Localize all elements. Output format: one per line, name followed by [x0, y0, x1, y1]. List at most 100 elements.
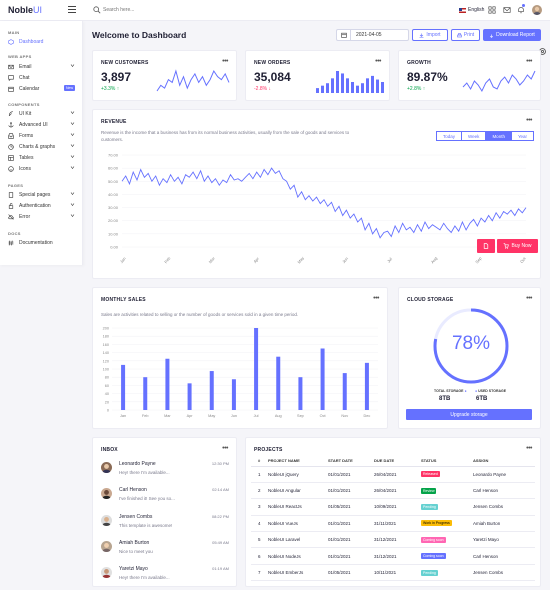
us-flag-icon: [459, 7, 466, 13]
tab-today[interactable]: Today: [436, 131, 463, 141]
sidebar-item-label: Tables: [19, 154, 34, 161]
download-report-button[interactable]: Download Report: [483, 29, 541, 41]
more-horizontal-icon[interactable]: •••: [222, 58, 228, 65]
menu-toggle-icon[interactable]: [68, 6, 76, 14]
sidebar-item-tables[interactable]: Tables: [8, 153, 78, 162]
x-tick-label: May: [296, 256, 305, 265]
cell-assignee: Jensen Combs: [473, 564, 535, 582]
new-badge: New: [63, 85, 75, 91]
revenue-print-button[interactable]: [477, 239, 495, 253]
cell-status: Review: [421, 482, 473, 500]
x-tick-label: Mar: [208, 255, 217, 264]
inbox-message[interactable]: Yaretzi Mayo Hey! there I'm available...…: [101, 563, 229, 587]
sidebar-item-chat[interactable]: Chat: [8, 73, 78, 82]
sidebar: MAIN Dashboard WEB APPS Email Chat Calen…: [0, 21, 83, 265]
sidebar-item-error[interactable]: Error: [8, 212, 78, 221]
tab-month[interactable]: Month: [485, 131, 512, 141]
sidebar-item-dashboard[interactable]: Dashboard: [8, 37, 78, 46]
stat-delta: +3.3% ↑: [101, 86, 120, 92]
book-icon: [8, 191, 14, 198]
more-horizontal-icon[interactable]: •••: [526, 295, 532, 302]
sidebar-item-calendar[interactable]: Calendar New: [8, 84, 78, 93]
chevron-down-icon: [70, 64, 75, 67]
more-horizontal-icon[interactable]: •••: [222, 445, 228, 452]
table-row[interactable]: 7 NobleUI EmberJs 01/05/2021 10/11/2021 Pend…: [251, 564, 535, 582]
avatar: [101, 567, 112, 578]
y-tick-label: 70.00: [108, 153, 119, 158]
sidebar-item-label: Advanced UI: [19, 121, 48, 128]
sidebar-item-icons[interactable]: Icons: [8, 164, 78, 173]
sales-bar: [320, 348, 325, 410]
date-picker[interactable]: [336, 29, 409, 41]
sidebar-item-authentication[interactable]: Authentication: [8, 201, 78, 210]
language-label: English: [468, 7, 485, 13]
brand-logo[interactable]: NobleUI: [8, 5, 43, 15]
print-button[interactable]: Print: [451, 29, 480, 41]
status-badge: Pending: [421, 503, 438, 510]
inbox-message[interactable]: Carl Henson I've finished it! See you so…: [101, 484, 229, 508]
order-bar: [326, 83, 329, 93]
more-horizontal-icon[interactable]: •••: [526, 117, 532, 124]
y-tick-label: 160: [103, 343, 109, 347]
sidebar-item-email[interactable]: Email: [8, 62, 78, 71]
table-row[interactable]: 2 NobleUI Angular 01/01/2021 26/04/2021 Revi…: [251, 482, 535, 500]
inbox-message[interactable]: Amiah Burton Nice to meet you 05:49 AM: [101, 537, 229, 561]
more-horizontal-icon[interactable]: •••: [375, 58, 381, 65]
mail-icon[interactable]: [503, 6, 511, 14]
stat-title: NEW ORDERS: [254, 60, 291, 66]
sidebar-item-label: Charts & graphs: [19, 143, 56, 150]
grid-apps-icon[interactable]: [488, 6, 496, 14]
buy-now-button[interactable]: Buy Now: [497, 239, 538, 253]
sidebar-section-docs: DOCS: [8, 231, 21, 236]
x-tick-label: Aug: [275, 414, 282, 418]
arrow-up-icon: ↑: [422, 86, 426, 92]
shopping-cart-icon: [504, 243, 510, 249]
y-tick-label: 140: [103, 351, 109, 355]
stat-title: NEW CUSTOMERS: [101, 60, 149, 66]
sidebar-item-documentation[interactable]: Documentation: [8, 238, 78, 247]
cloud-storage-title: CLOUD STORAGE: [407, 297, 454, 303]
table-header-row: # PROJECT NAME START DATE DUE DATE STATU…: [251, 456, 535, 467]
cell-start-date: 01/05/2021: [328, 498, 374, 516]
cell-number: 6: [251, 547, 268, 565]
language-selector[interactable]: English: [459, 7, 484, 13]
message-preview: Hey! there I'm available...: [119, 575, 170, 580]
sidebar-item-charts[interactable]: Charts & graphs: [8, 142, 78, 151]
cell-due-date: 10/09/2021: [374, 498, 421, 516]
cell-number: 3: [251, 498, 268, 516]
sidebar-item-ui-kit[interactable]: UI Kit: [8, 109, 78, 118]
search-input[interactable]: [103, 5, 213, 15]
tab-week[interactable]: Week: [461, 131, 487, 141]
table-row[interactable]: 4 NobleUI VueJs 01/01/2021 31/11/2021 Work i…: [251, 515, 535, 533]
calendar-icon: [340, 32, 347, 38]
hash-icon: [8, 240, 14, 245]
chevron-down-icon: [70, 144, 75, 147]
date-input[interactable]: [351, 30, 406, 40]
order-bar: [346, 78, 349, 93]
bell-icon[interactable]: [517, 6, 525, 14]
inbox-message[interactable]: Leonardo Payne Hey! there I'm available.…: [101, 458, 229, 482]
table-row[interactable]: 1 NobleUI jQuery 01/01/2021 26/04/2021 Relea…: [251, 466, 535, 483]
sidebar-item-label: Forms: [19, 132, 34, 139]
sidebar-item-forms[interactable]: Forms: [8, 131, 78, 140]
mail-icon: [8, 64, 14, 69]
more-horizontal-icon[interactable]: •••: [526, 445, 532, 452]
import-button[interactable]: Import: [412, 29, 448, 41]
more-horizontal-icon[interactable]: •••: [373, 295, 379, 302]
sidebar-item-advanced-ui[interactable]: Advanced UI: [8, 120, 78, 129]
sales-bar: [342, 373, 347, 410]
table-row[interactable]: 6 NobleUI NodeJs 01/01/2021 31/12/2021 Comin…: [251, 547, 535, 565]
table-row[interactable]: 3 NobleUI ReactJs 01/05/2021 10/09/2021 Pend…: [251, 498, 535, 516]
table-row[interactable]: 5 NobleUI Laravel 01/01/2021 31/12/2021 Comi…: [251, 531, 535, 549]
sidebar-item-special-pages[interactable]: Special pages: [8, 190, 78, 199]
inbox-message[interactable]: Jensen Combs This template is awesome! 0…: [101, 511, 229, 535]
sidebar-section-web-apps: WEB APPS: [8, 54, 32, 59]
user-avatar[interactable]: [532, 5, 542, 15]
feather-icon: [8, 110, 13, 116]
tab-year[interactable]: Year: [510, 131, 535, 141]
used-storage-value: 6TB: [476, 396, 488, 402]
total-storage-label: TOTAL STORAGE ●: [434, 389, 467, 393]
more-horizontal-icon[interactable]: •••: [526, 58, 532, 65]
upgrade-storage-button[interactable]: Upgrade storage: [406, 409, 532, 420]
revenue-description: Revenue is the income that a business ha…: [101, 130, 350, 142]
